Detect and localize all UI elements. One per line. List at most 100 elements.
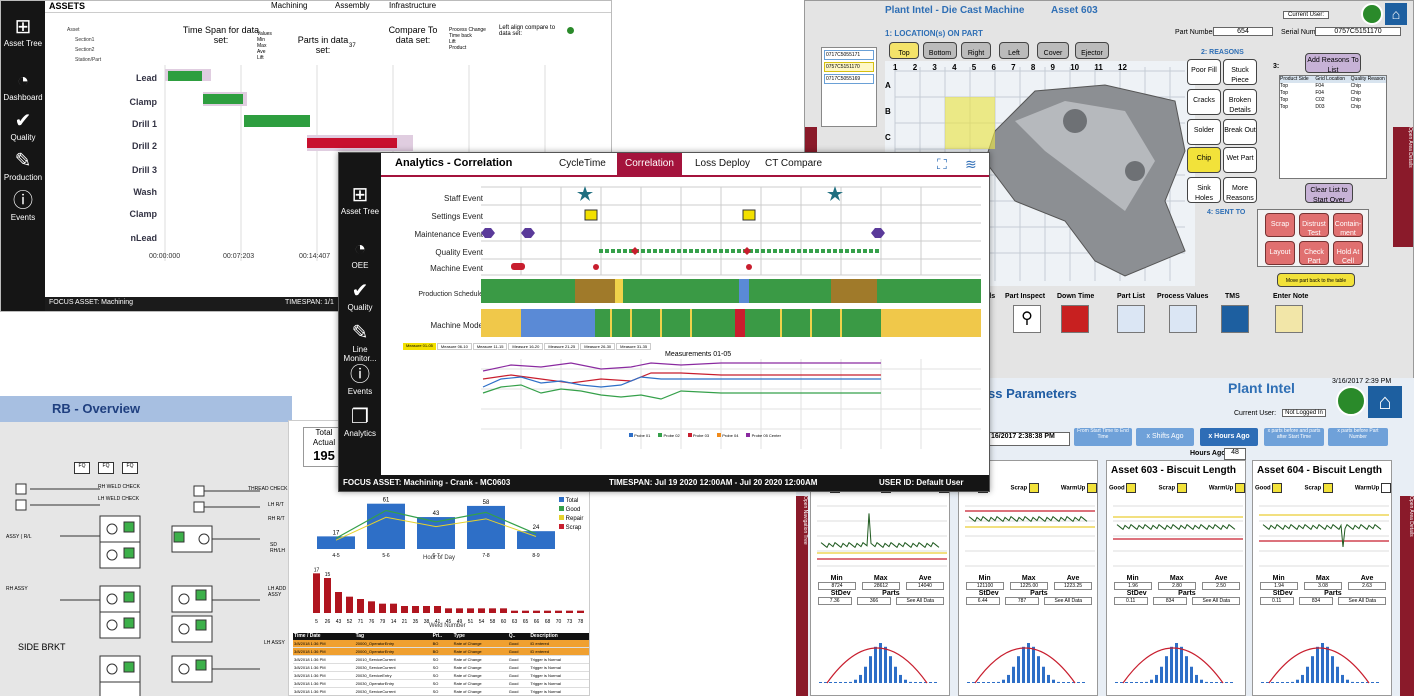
- table-row[interactable]: 3/8/2018 1:36 PM 20030_OperatorEntry SO Rat…: [293, 679, 589, 688]
- view-bottom-button[interactable]: Bottom: [923, 42, 957, 59]
- range-part-number-button[interactable]: x parts before Part Number: [1328, 428, 1388, 446]
- reason-solder[interactable]: Solder: [1187, 119, 1221, 145]
- send-scrap-button[interactable]: Scrap: [1265, 213, 1295, 237]
- tab-cycletime[interactable]: CycleTime: [559, 158, 606, 169]
- view-left-button[interactable]: Left: [999, 42, 1029, 59]
- send-distrust-button[interactable]: Distrust Test: [1299, 213, 1329, 237]
- table-row[interactable]: Top F04 Chip: [1280, 90, 1361, 96]
- reason-more-reasons[interactable]: More Reasons: [1223, 177, 1257, 203]
- map-icon[interactable]: ⛶: [937, 156, 947, 172]
- reason-chip[interactable]: Chip: [1187, 147, 1221, 173]
- measure-tab[interactable]: Measure 31-35: [616, 343, 652, 350]
- table-icon[interactable]: [1169, 305, 1197, 333]
- nav-production[interactable]: ✎ Production: [1, 149, 45, 182]
- table-row[interactable]: 3/8/2018 1:36 PM 20010_ServiceCurrent SO Ra…: [293, 655, 589, 664]
- reason-break-out[interactable]: Break Out: [1223, 119, 1257, 145]
- send-hold-button[interactable]: Hold At Cell: [1333, 241, 1363, 265]
- process-values-button[interactable]: Process Values: [1157, 293, 1209, 300]
- nav-line-monitor[interactable]: ✎ Line Monitor...: [339, 321, 381, 363]
- column-header[interactable]: Tag: [354, 633, 432, 640]
- serial-item[interactable]: 0717C5055171: [824, 50, 874, 60]
- tree-item[interactable]: Asset: [67, 27, 80, 33]
- serial-field[interactable]: 0757C5151170: [1315, 27, 1401, 36]
- home-icon[interactable]: ⌂: [1368, 386, 1402, 418]
- tree-item[interactable]: Station/Part: [75, 57, 102, 63]
- nav-analytics[interactable]: ❐ Analytics: [339, 405, 381, 438]
- table-row[interactable]: Top F04 Chip: [1280, 83, 1361, 89]
- hours-ago-input[interactable]: 48: [1224, 448, 1246, 460]
- reason-poor-fill[interactable]: Poor Fill: [1187, 59, 1221, 85]
- tree-item[interactable]: Section1: [75, 37, 95, 43]
- column-header[interactable]: Q..: [507, 633, 530, 640]
- part-inspect-button[interactable]: Part Inspect: [1005, 293, 1046, 300]
- column-header[interactable]: Time / Date: [293, 633, 355, 640]
- measure-tab[interactable]: Measure 01-05: [403, 343, 436, 350]
- list-icon[interactable]: [1117, 305, 1145, 333]
- stopwatch-icon[interactable]: [1061, 305, 1089, 333]
- range-hours-button[interactable]: x Hours Ago: [1200, 428, 1258, 446]
- part-number-field[interactable]: 654: [1213, 27, 1273, 36]
- nav-events[interactable]: ⓘ Events: [1, 189, 45, 222]
- view-top-button[interactable]: Top: [889, 42, 919, 59]
- time-span-radios[interactable]: Values Min Max Ave Lift: [257, 31, 272, 61]
- open-area-details-tab[interactable]: Open Area Details: [1393, 127, 1413, 247]
- reason-sink-holes[interactable]: Sink Holes: [1187, 177, 1221, 203]
- send-check-part-button[interactable]: Check Part: [1299, 241, 1329, 265]
- serial-item[interactable]: 0717C5055169: [824, 74, 874, 84]
- measure-tab[interactable]: Measure 11-15: [472, 343, 508, 350]
- column-header[interactable]: Description: [529, 633, 589, 640]
- reason-wet-part[interactable]: Wet Part: [1223, 147, 1257, 173]
- left-align-toggle[interactable]: [567, 27, 574, 34]
- table-row[interactable]: 3/8/2018 1:36 PM 20030_ServiceCurrent SO Ra…: [293, 687, 589, 695]
- open-area-details-tab[interactable]: Open Area Details: [1400, 496, 1414, 696]
- tab-machining[interactable]: Machining: [271, 1, 308, 10]
- tab-assembly[interactable]: Assembly: [335, 1, 370, 10]
- tree-item[interactable]: Section2: [75, 47, 95, 53]
- part-list-button[interactable]: Part List: [1117, 293, 1146, 300]
- reason-stuck-piece[interactable]: Stuck Piece: [1223, 59, 1257, 85]
- start-time-field[interactable]: 16/2017 2:38:38 PM: [988, 432, 1070, 446]
- tab-loss-deploy[interactable]: Loss Deploy: [695, 158, 751, 169]
- fq-box[interactable]: FQ: [122, 462, 138, 474]
- serial-item[interactable]: 0757C5151170: [824, 62, 874, 72]
- table-row[interactable]: 3/8/2018 1:36 PM 20000_OperatorEntry BO Rat…: [293, 647, 589, 656]
- tab-infrastructure[interactable]: Infrastructure: [389, 1, 437, 10]
- view-right-button[interactable]: Right: [961, 42, 991, 59]
- nav-asset-tree[interactable]: ⊞ Asset Tree: [340, 184, 380, 216]
- fq-box[interactable]: FQ: [74, 462, 90, 474]
- note-icon[interactable]: [1275, 305, 1303, 333]
- nav-quality[interactable]: ✔ Quality: [1, 109, 45, 142]
- view-cover-button[interactable]: Cover: [1037, 42, 1069, 59]
- measure-tab[interactable]: Measure 21-25: [544, 343, 580, 350]
- column-header[interactable]: Pri..: [431, 633, 453, 640]
- range-shifts-button[interactable]: x Shifts Ago: [1136, 428, 1194, 446]
- part-grid[interactable]: [885, 61, 1195, 286]
- view-ejector-button[interactable]: Ejector: [1075, 42, 1109, 59]
- range-parts-button[interactable]: x parts before and parts after Start Tim…: [1264, 428, 1324, 446]
- table-row[interactable]: 3/8/2018 1:36 PM 20000_OperatorEntry BO Rat…: [293, 640, 589, 648]
- add-reasons-button[interactable]: Add Reasons To List: [1305, 53, 1361, 74]
- measure-tab[interactable]: Measure 06-10: [436, 343, 472, 350]
- down-time-button[interactable]: Down Time: [1057, 293, 1095, 300]
- user-avatar-icon[interactable]: [1336, 386, 1366, 416]
- table-row[interactable]: Top C02 Chip: [1280, 97, 1361, 103]
- nav-asset-tree[interactable]: ⊞ Asset Tree: [1, 15, 45, 48]
- send-layout-button[interactable]: Layout: [1265, 241, 1295, 265]
- globe-icon[interactable]: [1221, 305, 1249, 333]
- open-navigation-tree-tab[interactable]: Open Navigation Tree: [796, 496, 808, 696]
- measure-tab[interactable]: Measure 16-20: [508, 343, 544, 350]
- layers-icon[interactable]: ≋: [965, 156, 977, 172]
- table-row[interactable]: 3/8/2018 1:36 PM 20030_ServiceEntry SO Rate…: [293, 671, 589, 680]
- home-icon[interactable]: ⌂: [1385, 3, 1407, 25]
- table-row[interactable]: Top D03 Chip: [1280, 104, 1361, 110]
- nav-quality[interactable]: ✔ Quality: [339, 279, 381, 312]
- user-avatar-icon[interactable]: [1361, 3, 1383, 25]
- nav-oee[interactable]: ◔ OEE: [339, 237, 381, 270]
- nav-events[interactable]: ⓘ Events: [339, 363, 381, 396]
- tab-ct-compare[interactable]: CT Compare: [765, 158, 823, 169]
- reason-cracks[interactable]: Cracks: [1187, 89, 1221, 115]
- move-part-button[interactable]: Move part back to the table: [1277, 273, 1355, 287]
- table-row[interactable]: 3/8/2018 1:36 PM 20030_ServiceCurrent SO Ra…: [293, 663, 589, 672]
- column-header[interactable]: Type: [452, 633, 508, 640]
- measure-tab[interactable]: Measure 26-30: [580, 343, 616, 350]
